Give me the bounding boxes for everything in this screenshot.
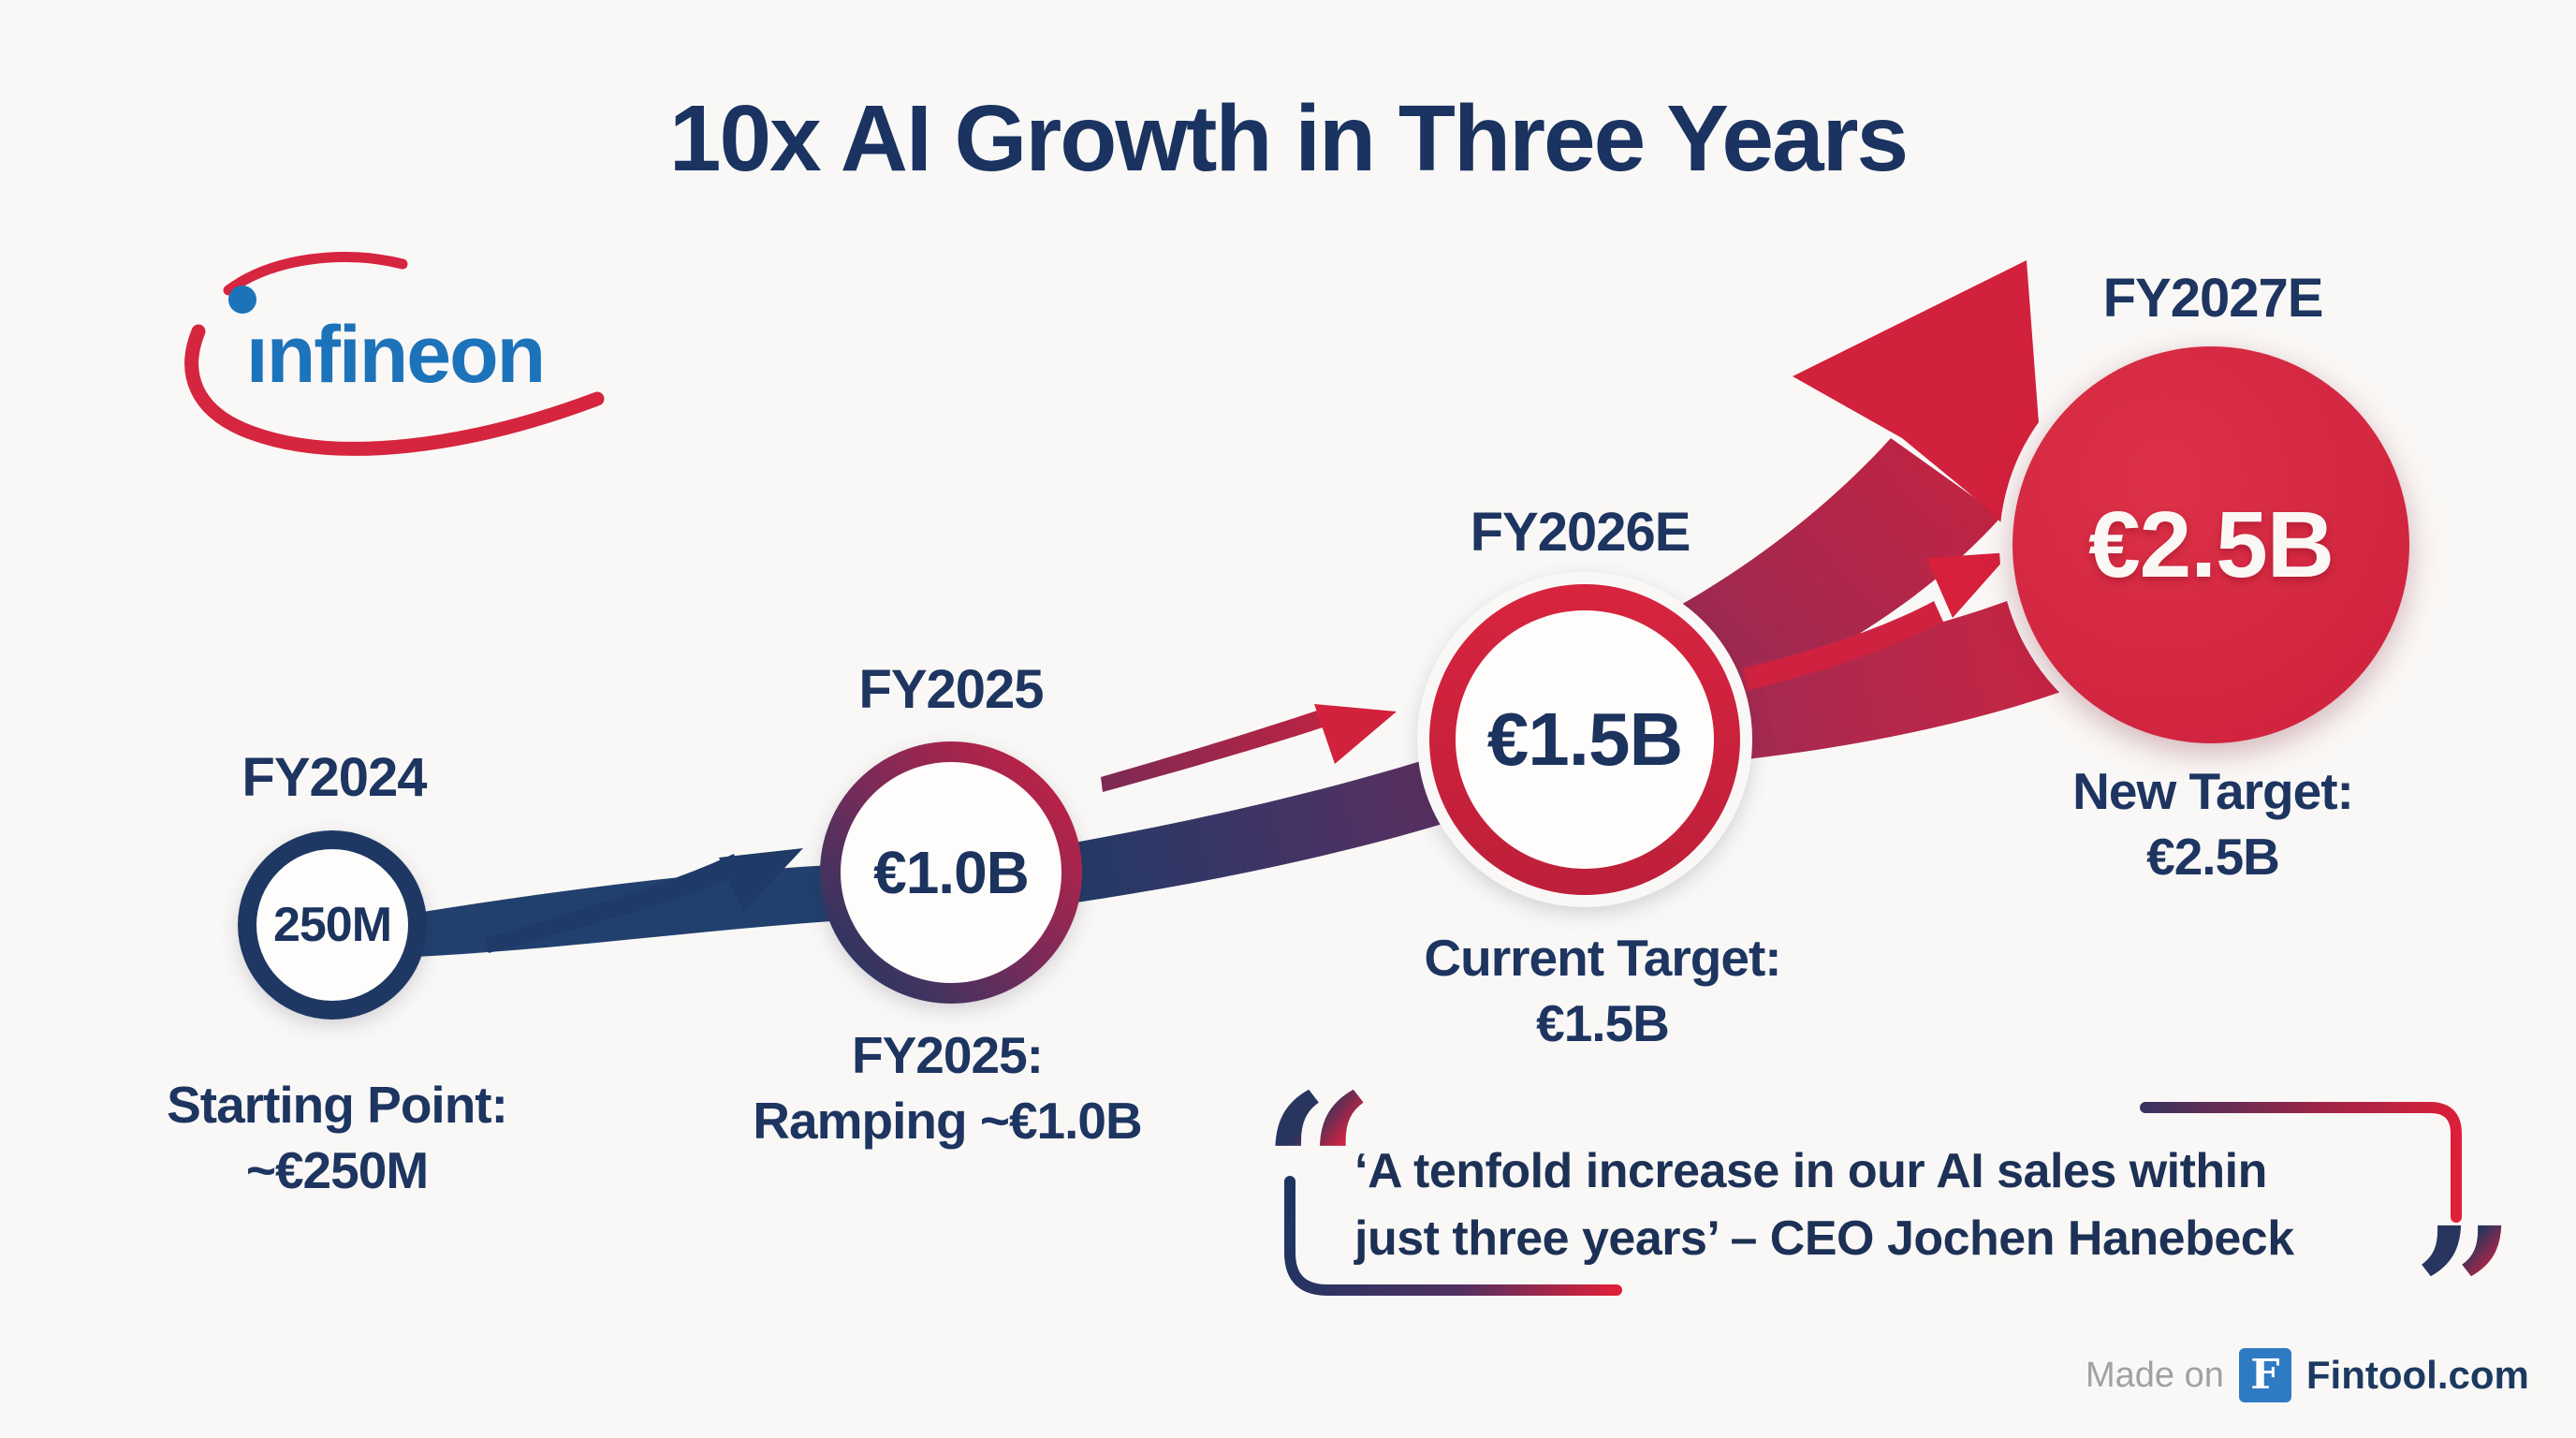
close-quote-icon: ”: [2413, 1188, 2515, 1397]
milestone-circle-fy2027: [2012, 346, 2409, 743]
ceo-quote-line2: just three years’ – CEO Jochen Hanebeck: [1354, 1211, 2294, 1266]
milestone-circle-fy2026: [1429, 584, 1740, 895]
thin-arrow-shaft-fy2025: [1101, 710, 1325, 792]
ceo-quote: ‘A tenfold increase in our AI sales with…: [1354, 1138, 2294, 1273]
medium-arrow-shaft: [1743, 601, 1943, 691]
caption-fy2025-line2: Ramping ~€1.0B: [753, 1092, 1142, 1151]
infineon-logo: ınfineon: [184, 252, 605, 456]
thin-arrow-head-icon-fy2024: [719, 848, 803, 912]
ceo-quote-line1: ‘A tenfold increase in our AI sales with…: [1354, 1144, 2267, 1198]
made-on-label: Made on: [2086, 1355, 2224, 1395]
year-label-fy2024: FY2024: [242, 747, 427, 808]
infineon-swoosh-upper: [223, 252, 408, 296]
infineon-i-dot-icon: [228, 286, 256, 314]
band-fy2025-fy2026: [1075, 755, 1449, 902]
caption-fy2026-line1: Current Target:: [1424, 929, 1781, 987]
caption-fy2024: Starting Point: ~€250M: [167, 1072, 508, 1204]
caption-fy2025-line1: FY2025:: [852, 1026, 1044, 1084]
value-fy2026: €1.5B: [1486, 697, 1683, 781]
caption-fy2024-line2: ~€250M: [245, 1141, 429, 1200]
quote-frame-bottom-left: [1284, 1176, 1622, 1296]
footer-watermark: Made on F Fintool.com: [2086, 1348, 2529, 1402]
caption-fy2027-line1: New Target:: [2072, 762, 2354, 820]
page-title: 10x AI Growth in Three Years: [668, 86, 1909, 191]
open-quote-icon: “: [1262, 1051, 1375, 1283]
caption-fy2027: New Target: €2.5B: [2072, 758, 2354, 890]
value-fy2025: €1.0B: [873, 839, 1030, 906]
value-fy2024: 250M: [272, 898, 392, 952]
year-label-fy2027: FY2027E: [2102, 268, 2324, 329]
caption-fy2026-line2: €1.5B: [1536, 994, 1670, 1053]
medium-arrow-head-icon: [1926, 552, 2011, 618]
big-arrow-head-icon: [1793, 260, 2050, 573]
value-fy2027: €2.5B: [2088, 492, 2334, 597]
caption-fy2027-line2: €2.5B: [2146, 828, 2280, 887]
thin-arrow-shaft-fy2024: [485, 854, 741, 953]
caption-fy2024-line1: Starting Point:: [167, 1076, 508, 1134]
fintool-logo-letter: F: [2250, 1351, 2280, 1399]
caption-fy2025: FY2025: Ramping ~€1.0B: [753, 1022, 1142, 1154]
milestone-circle-fy2025: [820, 741, 1082, 1004]
caption-fy2026: Current Target: €1.5B: [1424, 925, 1781, 1057]
year-label-fy2025: FY2025: [858, 659, 1044, 720]
year-label-fy2026: FY2026E: [1470, 502, 1691, 563]
thin-arrow-head-icon-fy2025: [1314, 704, 1397, 764]
quote-frame-top-right: [2140, 1102, 2462, 1223]
infineon-swoosh-lower: [184, 324, 605, 456]
infineon-wordmark: ınfineon: [246, 310, 544, 400]
fintool-logo-icon: F: [2238, 1348, 2291, 1402]
milestone-circle-fy2024: [238, 830, 427, 1020]
fintool-brand-link: Fintool.com: [2305, 1353, 2529, 1397]
